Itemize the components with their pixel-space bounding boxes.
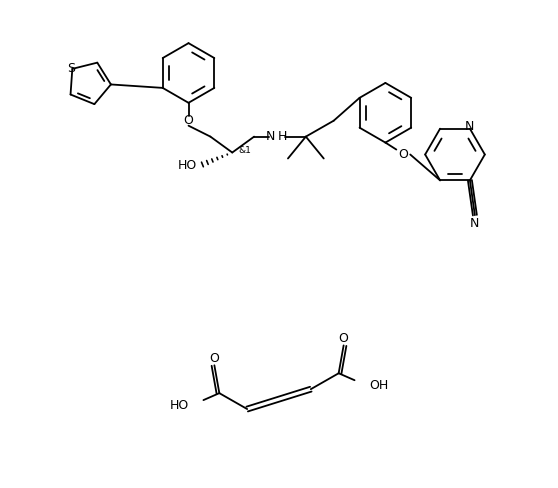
Text: N: N	[470, 217, 479, 229]
Text: H: H	[278, 130, 287, 143]
Text: O: O	[339, 332, 349, 345]
Text: N: N	[266, 130, 275, 143]
Text: HO: HO	[169, 399, 189, 411]
Text: O: O	[209, 352, 219, 365]
Text: O: O	[398, 148, 408, 161]
Text: &1: &1	[238, 146, 251, 155]
Text: N: N	[465, 120, 475, 133]
Text: OH: OH	[369, 379, 389, 392]
Text: HO: HO	[178, 159, 198, 172]
Text: S: S	[68, 62, 75, 75]
Text: O: O	[184, 114, 194, 127]
